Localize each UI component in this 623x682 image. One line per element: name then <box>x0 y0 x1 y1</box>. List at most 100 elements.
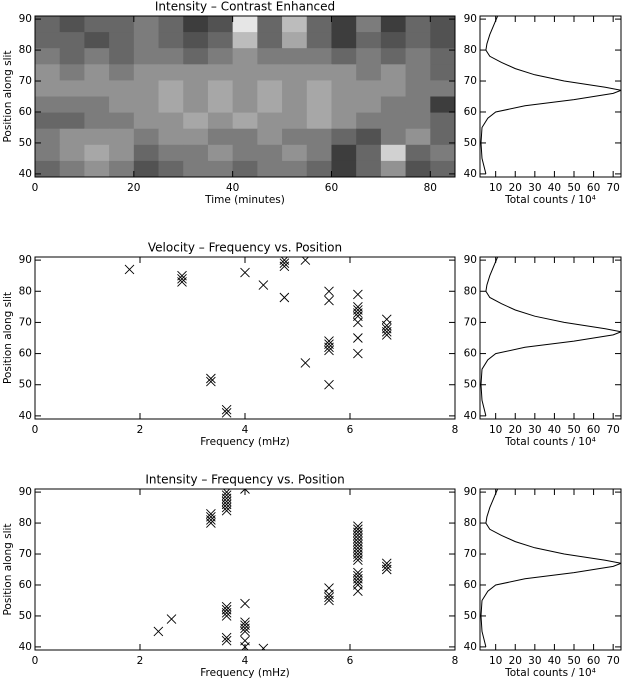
x-tick-label: 0 <box>32 424 39 436</box>
heat-cell <box>356 64 382 81</box>
heat-cell <box>158 80 184 97</box>
x-marker <box>353 577 363 587</box>
heat-cell <box>158 16 184 33</box>
heat-cell <box>356 160 382 177</box>
plot-area <box>124 257 392 418</box>
heat-cell <box>282 96 308 114</box>
plot-area <box>480 257 621 417</box>
heat-cell <box>257 32 283 49</box>
heat-cell <box>306 144 332 162</box>
y-tick-label: 70 <box>19 548 32 560</box>
x-marker <box>221 635 232 646</box>
x-tick-label: 60 <box>325 182 338 194</box>
x-axis-label: Total counts / 10⁴ <box>504 667 596 679</box>
heat-cell <box>405 64 431 81</box>
heat-cell <box>405 144 431 162</box>
heat-cell <box>232 64 258 81</box>
y-tick-label: 50 <box>464 379 477 391</box>
heat-cell <box>232 160 258 177</box>
x-marker <box>206 515 216 525</box>
panel: 10 20 30 40 50 60 70 40 50 60 70 80 90 Total counts /… <box>464 254 622 448</box>
heat-cell <box>282 80 308 97</box>
heat-cell <box>380 32 407 49</box>
heat-cell <box>331 144 357 162</box>
plot-frame <box>479 488 622 651</box>
x-marker <box>324 595 334 606</box>
x-tick-label: 0 <box>32 655 39 667</box>
heat-cell <box>306 128 332 146</box>
y-tick-label: 60 <box>464 579 477 591</box>
y-tick-label: 40 <box>464 410 477 422</box>
heat-cell <box>430 48 455 65</box>
heat-cell <box>109 96 135 114</box>
heat-cell <box>380 128 407 146</box>
heat-cell <box>133 80 160 97</box>
heat-cell <box>282 128 308 146</box>
heat-cell <box>59 144 85 162</box>
heat-cell <box>257 80 283 97</box>
x-tick-label: 30 <box>528 424 541 436</box>
heat-cell <box>109 128 135 146</box>
heat-cell <box>232 48 258 65</box>
heat-cell <box>84 64 110 81</box>
heat-cell <box>356 112 382 130</box>
heat-cell <box>84 16 110 33</box>
heat-cell <box>84 128 110 146</box>
heat-cell <box>158 128 184 146</box>
profile-line <box>480 489 621 648</box>
x-tick-label: 30 <box>528 182 541 194</box>
heat-cell <box>207 48 234 65</box>
x-marker <box>206 518 216 528</box>
x-axis-label: Total counts / 10⁴ <box>504 194 596 206</box>
heat-cell <box>405 80 431 97</box>
heat-cell <box>356 96 382 114</box>
x-marker <box>324 379 334 390</box>
x-marker <box>221 505 232 516</box>
plot-frame <box>34 15 456 178</box>
x-marker <box>258 643 269 650</box>
heat-cell <box>207 80 234 97</box>
heat-cell <box>430 96 455 114</box>
x-marker <box>221 608 232 618</box>
heat-cell <box>331 80 357 97</box>
heat-cell <box>158 112 184 130</box>
heat-cell <box>158 144 184 162</box>
x-tick-label: 6 <box>347 424 354 436</box>
heat-cell <box>109 48 135 65</box>
heat-cell <box>59 32 85 49</box>
x-tick-label: 30 <box>528 655 541 667</box>
x-marker <box>240 626 250 637</box>
x-marker <box>221 632 232 643</box>
x-tick-label: 40 <box>548 182 561 194</box>
x-tick-label: 20 <box>127 182 140 194</box>
x-marker <box>353 317 363 328</box>
heat-cell <box>35 16 61 33</box>
heat-cell <box>133 48 160 65</box>
heat-cell <box>59 16 85 33</box>
y-tick-label: 80 <box>19 285 32 297</box>
y-tick-label: 90 <box>464 254 477 266</box>
heat-cell <box>257 16 283 33</box>
heat-cell <box>59 160 85 177</box>
x-axis-label: Time (minutes) <box>204 194 285 206</box>
heat-cell <box>207 64 234 81</box>
chart-title: Intensity – Contrast Enhanced <box>155 0 335 14</box>
heat-cell <box>356 32 382 49</box>
x-marker <box>221 407 232 418</box>
heat-cell <box>356 16 382 33</box>
heat-cell <box>207 16 234 33</box>
y-tick-label: 80 <box>19 44 32 56</box>
heat-cell <box>331 32 357 49</box>
y-tick-label: 50 <box>464 137 477 149</box>
heat-cell <box>356 48 382 65</box>
x-marker <box>353 555 363 566</box>
heat-cell <box>380 96 407 114</box>
heat-cell <box>306 32 332 49</box>
heat-cell <box>306 16 332 33</box>
y-tick-label: 80 <box>464 285 477 297</box>
x-marker <box>324 286 334 297</box>
heat-cell <box>84 48 110 65</box>
y-tick-label: 40 <box>464 641 477 653</box>
heat-cell <box>35 64 61 81</box>
heat-cell <box>35 96 61 114</box>
